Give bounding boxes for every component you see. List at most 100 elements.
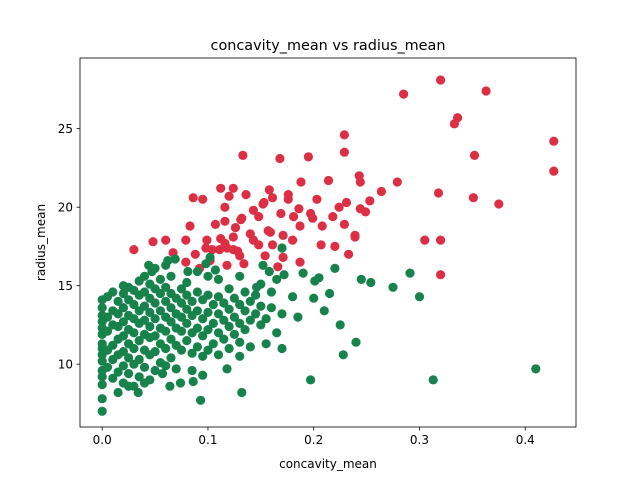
scatter-point-red: [216, 183, 226, 193]
scatter-point-red: [148, 237, 158, 247]
scatter-point-red: [334, 202, 344, 212]
scatter-point-green: [118, 317, 128, 327]
scatter-point-green: [97, 356, 107, 366]
scatter-point-red: [494, 199, 504, 209]
scatter-point-red: [376, 186, 386, 197]
x-tick-label: 0.1: [198, 433, 217, 447]
scatter-point-green: [171, 364, 181, 374]
scatter-point-green: [134, 372, 144, 382]
scatter-point-red: [275, 153, 285, 164]
scatter-point-green: [118, 347, 128, 357]
scatter-point-green: [196, 395, 206, 405]
scatter-point-green: [163, 256, 173, 266]
scatter-point-green: [298, 268, 308, 278]
scatter-point-green: [213, 274, 224, 284]
scatter-point-green: [102, 362, 113, 372]
scatter-point-green: [182, 336, 192, 346]
scatter-point-green: [150, 314, 160, 324]
scatter-point-green: [245, 296, 255, 306]
scatter-point-green: [182, 304, 192, 314]
scatter-point-red: [308, 213, 318, 223]
scatter-point-red: [330, 241, 340, 251]
scatter-point-green: [240, 306, 250, 316]
scatter-point-green: [203, 325, 213, 335]
scatter-point-red: [224, 191, 234, 201]
scatter-point-green: [235, 299, 245, 310]
scatter-point-green: [118, 361, 128, 371]
scatter-point-green: [118, 331, 128, 341]
scatter-point-green: [356, 274, 366, 284]
y-tick-label: 25: [58, 122, 73, 136]
scatter-point-green: [277, 309, 287, 319]
scatter-point-red: [260, 251, 270, 261]
scatter-point-green: [277, 243, 287, 253]
scatter-point-green: [198, 370, 208, 380]
scatter-point-red: [481, 86, 491, 96]
scatter-point-green: [203, 345, 213, 355]
scatter-point-red: [238, 150, 248, 160]
scatter-point-red: [129, 245, 139, 255]
scatter-point-green: [192, 287, 202, 297]
scatter-point-red: [312, 194, 322, 204]
x-tick-label: 0.0: [93, 433, 112, 447]
scatter-point-green: [213, 350, 224, 360]
scatter-point-red: [267, 240, 278, 250]
y-axis-label: radius_mean: [34, 204, 48, 281]
data-points: [97, 75, 559, 416]
scatter-point-green: [203, 307, 213, 317]
scatter-point-green: [198, 314, 208, 324]
scatter-point-green: [124, 369, 134, 379]
scatter-point-green: [256, 301, 266, 311]
scatter-point-red: [341, 197, 352, 208]
scatter-point-green: [108, 287, 118, 297]
scatter-point-green: [139, 271, 150, 281]
scatter-point-green: [139, 287, 150, 297]
scatter-point-green: [205, 252, 215, 262]
scatter-point-green: [208, 339, 218, 349]
x-tick-label: 0.2: [304, 433, 323, 447]
scatter-point-green: [145, 321, 155, 332]
scatter-point-green: [229, 312, 239, 322]
x-tick-label: 0.4: [516, 433, 535, 447]
scatter-point-green: [531, 364, 541, 374]
scatter-point-green: [97, 406, 107, 416]
scatter-point-green: [187, 348, 197, 358]
scatter-point-red: [295, 221, 305, 231]
scatter-point-green: [219, 315, 229, 325]
scatter-point-red: [365, 196, 375, 206]
scatter-point-green: [224, 284, 234, 294]
y-tick-label: 20: [58, 200, 73, 214]
scatter-point-red: [273, 262, 283, 272]
scatter-point-green: [229, 329, 239, 339]
scatter-point-red: [303, 152, 313, 162]
scatter-point-green: [176, 298, 187, 308]
scatter-point-green: [134, 336, 144, 346]
scatter-point-red: [267, 193, 278, 203]
scatter-point-green: [266, 303, 276, 313]
scatter-point-green: [97, 372, 107, 382]
scatter-point-red: [248, 205, 258, 215]
scatter-point-green: [251, 290, 261, 300]
scatter-point-green: [198, 331, 208, 341]
scatter-point-red: [207, 245, 217, 255]
scatter-point-green: [310, 276, 320, 286]
scatter-point-green: [113, 367, 123, 377]
scatter-point-green: [188, 376, 198, 387]
scatter-point-green: [224, 304, 234, 314]
scatter-point-red: [228, 232, 238, 242]
scatter-point-green: [222, 364, 232, 374]
scatter-point-green: [272, 328, 282, 338]
scatter-point-green: [147, 266, 157, 277]
scatter-point-red: [339, 219, 349, 229]
scatter-point-red: [468, 193, 478, 203]
scatter-point-green: [155, 274, 165, 284]
scatter-point-red: [264, 185, 274, 195]
scatter-point-green: [277, 343, 287, 354]
scatter-point-red: [549, 136, 559, 146]
scatter-point-red: [339, 147, 349, 157]
scatter-point-red: [254, 212, 264, 222]
scatter-point-red: [355, 177, 365, 187]
scatter-point-green: [165, 381, 175, 391]
